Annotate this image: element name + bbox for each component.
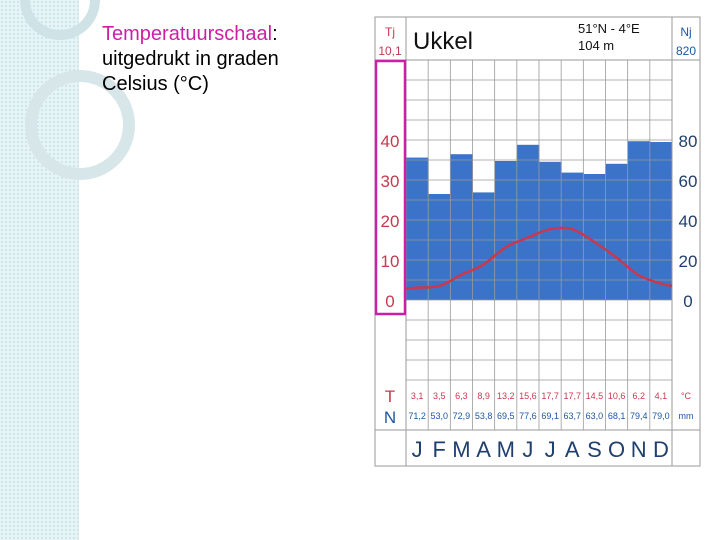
precip-value-label: 53,0: [430, 411, 448, 421]
tj-value: 10,1: [378, 44, 402, 58]
precip-tick-label: 20: [679, 252, 698, 271]
month-label: J: [522, 437, 533, 462]
precip-tick-label: 0: [683, 292, 692, 311]
precip-bar: [583, 174, 606, 300]
precip-bar: [539, 161, 562, 300]
temp-tick-label: 30: [381, 172, 400, 191]
precip-value-label: 63,7: [563, 411, 581, 421]
month-label: M: [452, 437, 470, 462]
temp-value-label: 10,6: [608, 391, 626, 401]
temp-scale-highlight: [374, 59, 407, 316]
precip-value-label: 68,1: [608, 411, 626, 421]
precip-bar: [450, 154, 473, 300]
month-label: S: [587, 437, 602, 462]
temp-tick-label: 10: [381, 252, 400, 271]
precip-tick-label: 60: [679, 172, 698, 191]
precip-value-label: 69,1: [541, 411, 559, 421]
temp-value-label: 6,3: [455, 391, 468, 401]
temp-value-label: 8,9: [477, 391, 490, 401]
temp-value-label: 6,2: [632, 391, 645, 401]
temp-value-label: 17,7: [541, 391, 559, 401]
chart-title: Ukkel: [413, 28, 473, 55]
slide-line-3: Celsius (°C): [102, 73, 209, 95]
month-label: F: [433, 437, 446, 462]
temp-tick-label: 0: [385, 292, 394, 311]
month-label: J: [545, 437, 556, 462]
temp-value-label: 17,7: [563, 391, 581, 401]
precip-value-label: 71,2: [408, 411, 426, 421]
precip-bar: [561, 172, 584, 300]
precip-tick-label: 40: [679, 212, 698, 231]
precip-bar: [428, 194, 451, 300]
temp-row-label: T: [385, 387, 395, 406]
month-label: D: [653, 437, 669, 462]
month-label: M: [497, 437, 515, 462]
precip-value-label: 69,5: [497, 411, 515, 421]
precip-bar: [472, 192, 496, 300]
month-label: A: [476, 437, 491, 462]
slide-line-1: Temperatuurschaal:: [102, 22, 362, 47]
month-label: N: [631, 437, 647, 462]
precip-value-label: 53,8: [475, 411, 493, 421]
term-temperatuurschaal: Temperatuurschaal: [102, 23, 273, 45]
temperature-line: [405, 226, 673, 291]
tj-header: Tj: [385, 25, 395, 39]
temp-tick-label: 40: [381, 132, 400, 151]
precip-bar: [649, 142, 673, 300]
precip-tick-label: 80: [679, 132, 698, 151]
temp-tick-label: 20: [381, 212, 400, 231]
precip-value-label: 77,6: [519, 411, 537, 421]
precip-value-label: 72,9: [453, 411, 471, 421]
nj-header: Nj: [680, 25, 691, 39]
temp-value-label: 13,2: [497, 391, 515, 401]
temp-value-label: 3,1: [411, 391, 424, 401]
chart-coords: 51°N - 4°E: [578, 21, 640, 36]
precip-value-label: 63,0: [586, 411, 604, 421]
temp-value-label: 14,5: [586, 391, 604, 401]
precip-value-label: 79,0: [652, 411, 670, 421]
precip-value-label: 79,4: [630, 411, 648, 421]
precip-bar: [605, 163, 629, 300]
month-label: A: [565, 437, 580, 462]
temp-unit-label: °C: [681, 391, 692, 401]
precip-bar: [406, 157, 429, 300]
month-label: J: [412, 437, 423, 462]
precip-bar: [516, 144, 540, 300]
precip-row-label: N: [384, 408, 396, 427]
term-colon: :: [272, 23, 278, 45]
temp-value-label: 15,6: [519, 391, 537, 401]
chart-altitude: 104 m: [578, 38, 614, 53]
slide-text-block: Temperatuurschaal: uitgedrukt in graden …: [102, 22, 362, 97]
slide-line-2: uitgedrukt in graden: [102, 48, 279, 70]
month-label: O: [608, 437, 625, 462]
precip-bar: [494, 161, 518, 300]
temp-value-label: 3,5: [433, 391, 446, 401]
temp-value-label: 4,1: [655, 391, 668, 401]
precip-unit-label: mm: [679, 411, 694, 421]
nj-value: 820: [676, 44, 696, 58]
